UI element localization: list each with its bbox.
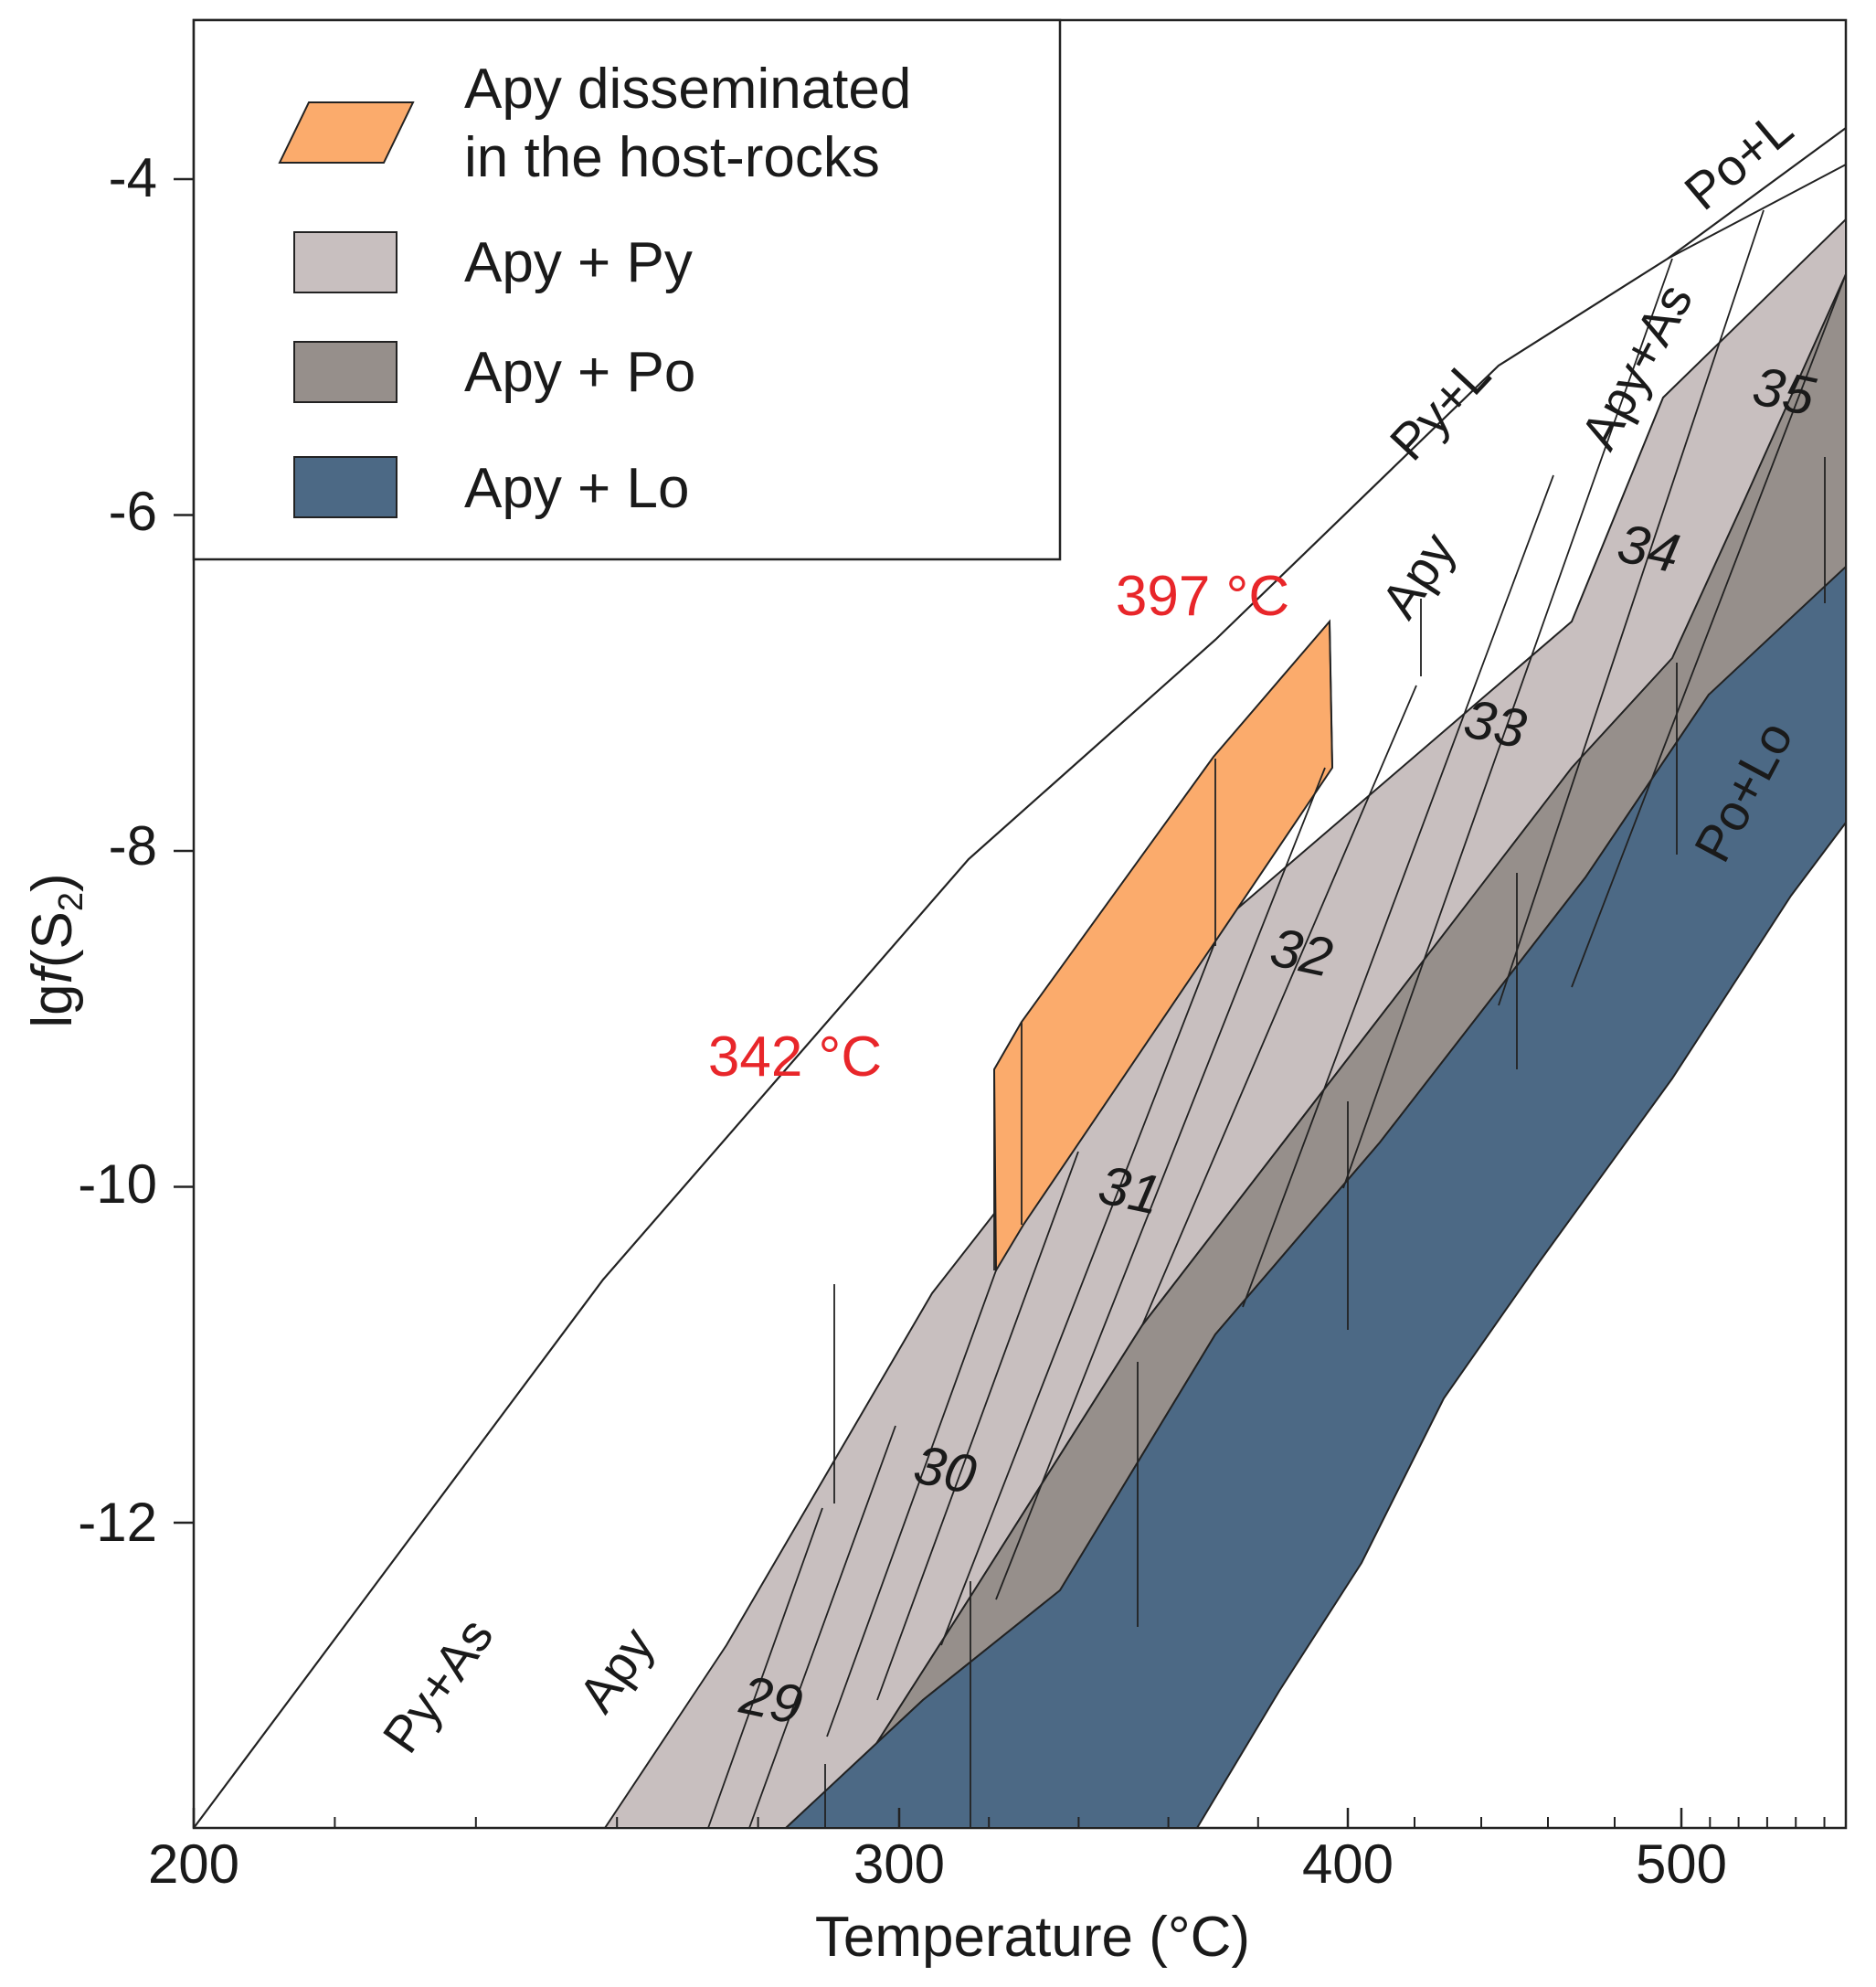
isopleth-label-32: 32 xyxy=(1266,916,1338,988)
isopleth-label-30: 30 xyxy=(909,1433,981,1505)
region-apy-lo xyxy=(783,564,1847,1829)
isopleth-label-34: 34 xyxy=(1613,512,1685,584)
legend-label-apy-disseminated-line2: in the host-rocks xyxy=(464,126,880,189)
annotation-397c: 397 °C xyxy=(1116,565,1289,628)
y-tick-label-neg10: -10 xyxy=(78,1153,157,1215)
y-axis-ticks xyxy=(174,177,194,1525)
legend-label-apy-po: Apy + Po xyxy=(464,341,695,404)
x-tick-label-300: 300 xyxy=(853,1833,945,1895)
isopleth-label-33: 33 xyxy=(1459,687,1532,760)
boundary-po-l xyxy=(1667,164,1847,260)
isopleth-label-29: 29 xyxy=(735,1663,808,1737)
y-tick-label-neg12: -12 xyxy=(78,1492,157,1553)
annotation-342c: 342 °C xyxy=(708,1025,882,1089)
y-axis-title: lgf(S2) xyxy=(21,873,90,1027)
isopleth-label-31: 31 xyxy=(1094,1153,1166,1226)
y-tick-label-neg4: -4 xyxy=(109,147,157,208)
legend-swatch-apy-po xyxy=(293,341,397,403)
legend-label-apy-py: Apy + Py xyxy=(464,231,693,294)
legend-label-apy-lo: Apy + Lo xyxy=(464,457,689,520)
isopleth-lines xyxy=(707,209,1847,1829)
x-axis-ticks xyxy=(192,1808,1826,1828)
legend: Apy disseminated in the host-rocks Apy +… xyxy=(192,18,1062,561)
y-tick-label-neg8: -8 xyxy=(109,815,157,877)
x-tick-label-400: 400 xyxy=(1302,1833,1394,1895)
legend-swatch-apy-lo xyxy=(293,456,397,518)
legend-swatch-apy-py xyxy=(293,231,397,293)
legend-swatch-apy-disseminated xyxy=(278,101,415,164)
x-axis-title: Temperature (°C) xyxy=(815,1906,1250,1969)
x-tick-label-200: 200 xyxy=(148,1833,239,1895)
isopleth-label-35: 35 xyxy=(1748,355,1821,428)
legend-label-apy-disseminated-line1: Apy disseminated xyxy=(464,58,911,121)
y-tick-label-neg6: -6 xyxy=(109,481,157,542)
x-tick-label-500: 500 xyxy=(1636,1833,1727,1895)
